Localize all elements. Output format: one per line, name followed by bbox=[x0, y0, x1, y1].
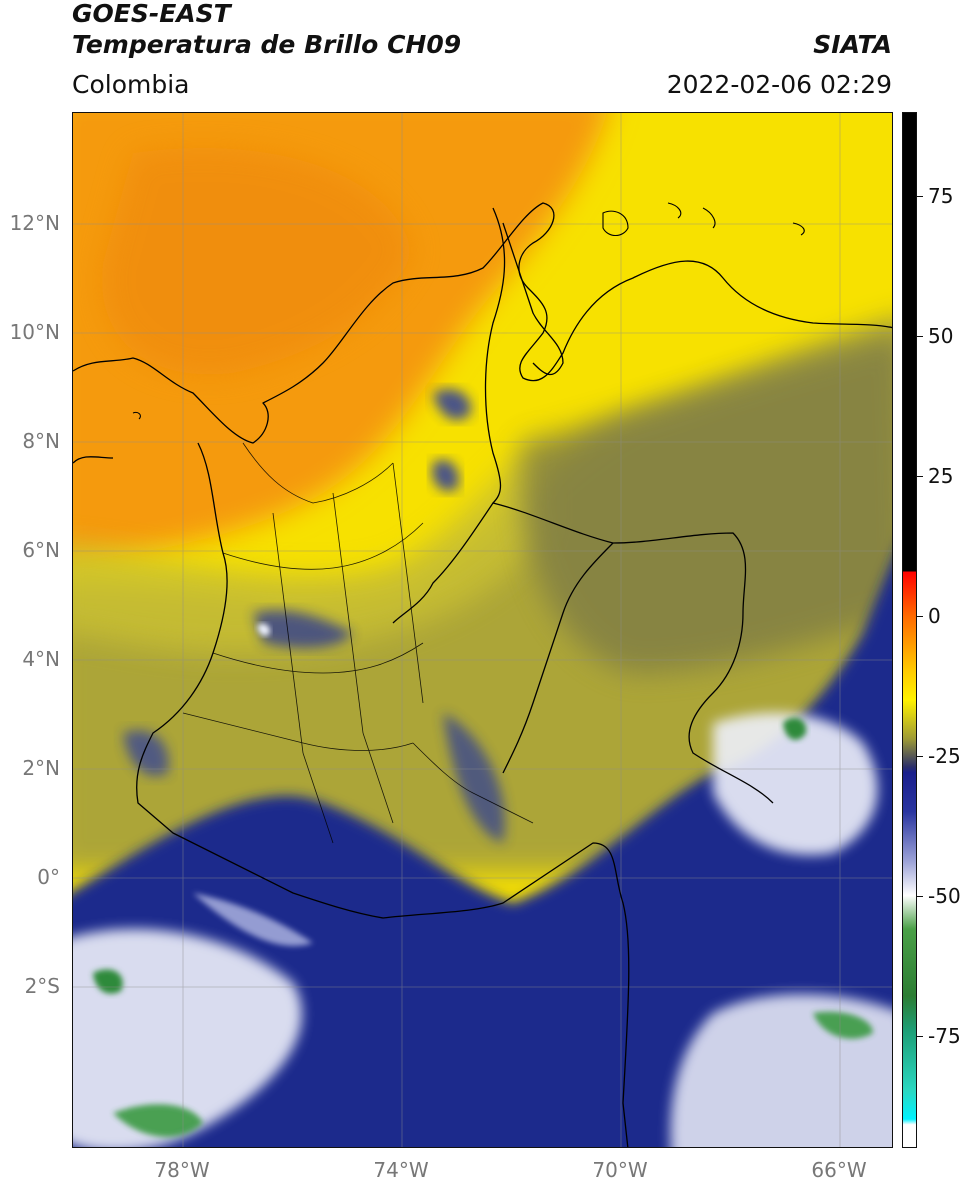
white-cloud-se bbox=[713, 712, 878, 855]
colorbar-tick-label: -50 bbox=[928, 884, 961, 908]
colorbar-tick-label: -25 bbox=[928, 744, 961, 768]
colorbar-tick-label: 25 bbox=[928, 464, 954, 488]
olive-dark-field bbox=[521, 335, 892, 673]
navy-band-central bbox=[443, 713, 505, 843]
satellite-title: GOES-EAST bbox=[72, 0, 231, 28]
coastlines bbox=[73, 202, 892, 1147]
colorbar-tick-mark bbox=[917, 616, 923, 617]
colorbar-tick-mark bbox=[917, 476, 923, 477]
navy-spot-1 bbox=[433, 389, 472, 421]
colorbar-tick-mark bbox=[917, 1036, 923, 1037]
lat-tick-label: 2°S bbox=[24, 974, 60, 998]
green-cold-top-4 bbox=[813, 1011, 873, 1039]
green-cold-top-3 bbox=[113, 1104, 203, 1137]
satellite-map[interactable] bbox=[72, 112, 893, 1148]
agency-label: SIATA bbox=[813, 30, 892, 59]
lat-tick-label: 2°N bbox=[22, 756, 60, 780]
white-cloud-sw bbox=[73, 928, 302, 1147]
colombia-outline bbox=[136, 442, 630, 1147]
colorbar-tick-mark bbox=[917, 756, 923, 757]
lat-tick-label: 6°N bbox=[22, 538, 60, 562]
gridlines bbox=[73, 113, 892, 1147]
lat-tick-label: 0° bbox=[37, 865, 60, 889]
lat-tick-label: 12°N bbox=[9, 211, 60, 235]
lon-tick-label: 74°W bbox=[373, 1158, 429, 1182]
product-title: Temperatura de Brillo CH09 bbox=[72, 30, 462, 59]
lat-tick-label: 4°N bbox=[22, 647, 60, 671]
colorbar-tick-label: 75 bbox=[928, 184, 954, 208]
navy-spot-2 bbox=[432, 459, 459, 492]
lat-tick-label: 8°N bbox=[22, 429, 60, 453]
islands bbox=[132, 202, 805, 420]
colorbar-tick-mark bbox=[917, 896, 923, 897]
lon-tick-label: 66°W bbox=[811, 1158, 867, 1182]
white-cloud-bands bbox=[193, 893, 313, 946]
green-cold-top-2 bbox=[93, 969, 123, 994]
colorbar-tick-label: 0 bbox=[928, 604, 941, 628]
datetime-label: 2022-02-06 02:29 bbox=[666, 70, 892, 99]
colorbar-tick-mark bbox=[917, 196, 923, 197]
deep-orange-field bbox=[101, 147, 413, 375]
navy-band-north bbox=[253, 610, 353, 649]
temperature-colorbar bbox=[902, 112, 917, 1148]
colorbar-tick-label: -75 bbox=[928, 1024, 961, 1048]
lon-tick-label: 78°W bbox=[154, 1158, 210, 1182]
region-label: Colombia bbox=[72, 70, 190, 99]
olive-light-field bbox=[73, 433, 543, 653]
colorbar-tick-mark bbox=[917, 336, 923, 337]
lon-tick-label: 70°W bbox=[592, 1158, 648, 1182]
department-borders bbox=[182, 442, 534, 844]
map-canvas bbox=[73, 113, 892, 1147]
navy-spot-3 bbox=[123, 730, 169, 777]
lat-tick-label: 10°N bbox=[9, 320, 60, 344]
green-cold-top-1 bbox=[783, 717, 807, 740]
colorbar-tick-label: 50 bbox=[928, 324, 954, 348]
white-spot-andes bbox=[257, 623, 271, 636]
